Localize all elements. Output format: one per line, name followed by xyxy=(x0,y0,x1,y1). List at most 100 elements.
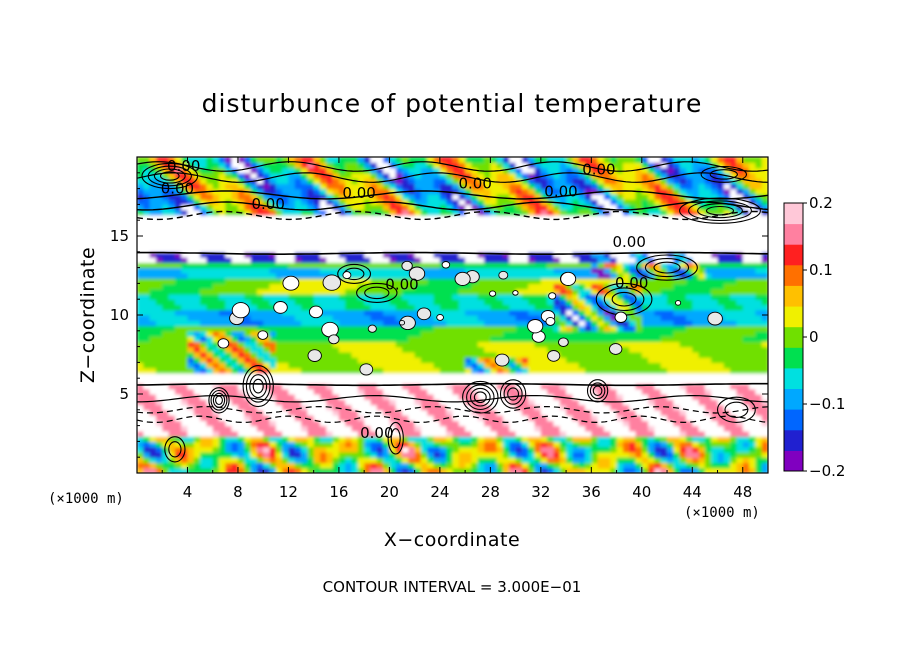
field-cell xyxy=(654,446,662,453)
field-cell xyxy=(433,388,441,395)
field-cell xyxy=(585,178,592,184)
field-cell xyxy=(225,436,233,442)
field-cell xyxy=(155,251,163,258)
field-cell xyxy=(338,457,346,464)
field-cell xyxy=(162,288,170,295)
field-cell xyxy=(641,209,649,216)
field-cell xyxy=(351,293,359,300)
field-cell xyxy=(250,193,258,200)
field-cell xyxy=(395,236,403,242)
field-cell xyxy=(288,209,296,216)
field-cell xyxy=(250,430,258,437)
field-cell xyxy=(212,346,220,353)
field-cell xyxy=(547,167,555,174)
field-cell xyxy=(597,262,605,269)
field-cell xyxy=(301,246,308,253)
field-cell xyxy=(168,236,176,242)
field-cell xyxy=(654,220,662,227)
field-cell xyxy=(338,225,346,232)
field-cell xyxy=(231,236,239,242)
field-cell xyxy=(585,193,592,200)
field-cell xyxy=(269,246,277,253)
field-cell xyxy=(174,357,182,363)
field-cell xyxy=(294,309,302,316)
field-cell xyxy=(641,288,649,295)
field-cell xyxy=(313,446,321,453)
field-cell xyxy=(162,378,170,385)
field-cell xyxy=(402,288,409,295)
field-cell xyxy=(402,257,409,263)
field-cell xyxy=(282,420,289,427)
field-cell xyxy=(503,225,510,232)
field-cell xyxy=(282,220,289,227)
field-cell xyxy=(389,446,397,453)
field-cell xyxy=(528,336,536,342)
field-cell xyxy=(559,330,567,337)
field-cell xyxy=(408,230,416,237)
field-cell xyxy=(597,425,605,432)
field-cell xyxy=(484,209,491,216)
field-cell xyxy=(219,436,226,442)
field-cell xyxy=(503,299,510,306)
field-cell xyxy=(528,383,536,390)
field-cell xyxy=(629,441,637,448)
field-cell xyxy=(629,220,637,227)
field-cell xyxy=(326,415,334,421)
field-cell xyxy=(534,178,542,184)
field-cell xyxy=(648,341,655,348)
field-cell xyxy=(187,293,195,300)
field-cell xyxy=(338,351,346,358)
field-cell xyxy=(433,415,441,421)
field-cell xyxy=(238,446,245,453)
field-cell xyxy=(616,157,624,163)
field-cell xyxy=(301,167,308,174)
field-cell xyxy=(509,209,517,216)
field-cell xyxy=(200,209,207,216)
field-cell xyxy=(572,257,580,263)
field-cell xyxy=(162,399,170,406)
field-cell xyxy=(137,225,144,232)
field-cell xyxy=(326,388,334,395)
field-cell xyxy=(376,320,384,327)
field-cell xyxy=(578,457,586,464)
field-cell xyxy=(477,341,485,348)
field-cell xyxy=(332,309,340,316)
field-cell xyxy=(294,178,302,184)
field-cell xyxy=(629,404,637,411)
field-cell xyxy=(307,415,315,421)
field-cell xyxy=(307,304,315,311)
field-cell xyxy=(332,415,340,421)
field-cell xyxy=(370,399,378,406)
field-cell xyxy=(559,415,567,421)
field-cell xyxy=(414,167,422,174)
field-cell xyxy=(603,225,611,232)
field-cell xyxy=(597,336,605,342)
field-cell xyxy=(402,162,409,169)
field-cell xyxy=(187,220,195,227)
field-cell xyxy=(414,225,422,232)
field-cell xyxy=(566,357,573,363)
field-cell xyxy=(484,262,491,269)
field-cell xyxy=(427,262,435,269)
field-cell xyxy=(395,404,403,411)
field-cell xyxy=(477,304,485,311)
field-cell xyxy=(225,404,233,411)
field-cell xyxy=(168,320,176,327)
field-cell xyxy=(635,299,643,306)
field-cell xyxy=(206,409,214,416)
field-cell xyxy=(446,362,454,369)
field-cell xyxy=(320,272,327,279)
field-cell xyxy=(471,225,479,232)
field-cell xyxy=(503,288,510,295)
field-cell xyxy=(174,278,182,284)
field-cell xyxy=(200,378,207,385)
field-cell xyxy=(288,220,296,227)
field-cell xyxy=(534,204,542,211)
field-cell xyxy=(521,167,529,174)
field-cell xyxy=(616,251,624,258)
field-cell xyxy=(660,436,668,442)
field-cell xyxy=(187,462,195,469)
field-cell xyxy=(155,183,163,190)
field-cell xyxy=(484,351,491,358)
field-cell xyxy=(269,430,277,437)
